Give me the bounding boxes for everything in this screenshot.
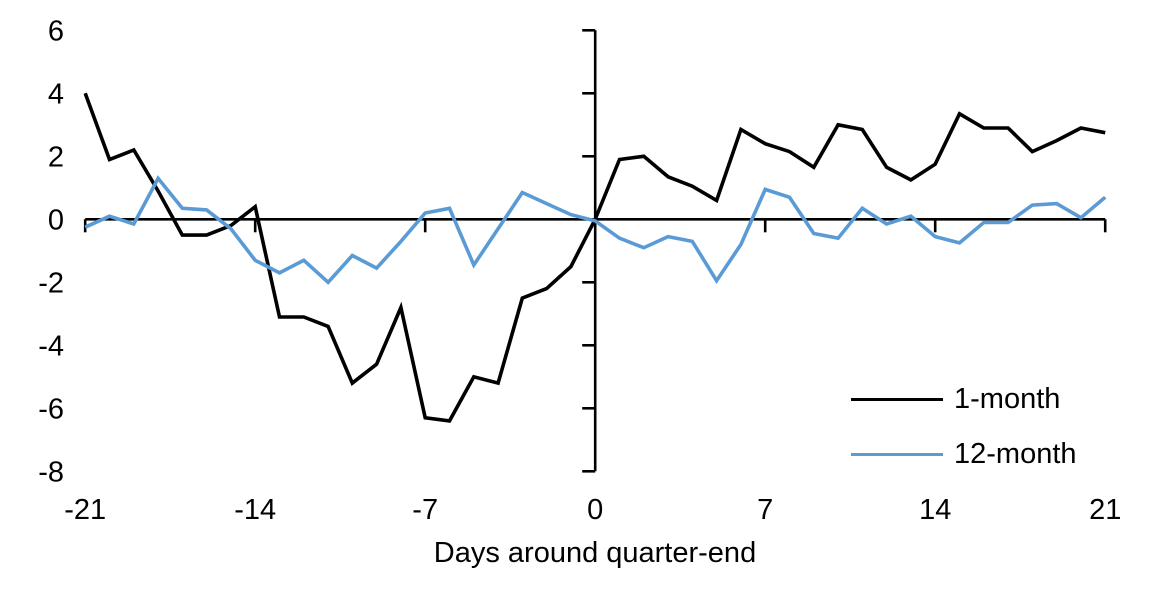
legend-line-sample-12-month	[851, 453, 943, 456]
y-tick-label: 4	[48, 78, 64, 110]
series-line-12-month	[84, 175, 1107, 285]
y-tick-label: 2	[48, 141, 64, 173]
legend-label-12-month: 12-month	[954, 438, 1077, 470]
legend-label-1-month: 1-month	[954, 383, 1061, 415]
x-tick-label: -21	[64, 494, 106, 526]
y-tick-label: -6	[38, 393, 64, 425]
legend-item-1-month: 1-month	[851, 380, 1077, 419]
y-tick-label: -2	[38, 267, 64, 299]
y-tick-label: -4	[38, 330, 64, 362]
x-tick-label: 14	[919, 494, 951, 526]
y-tick-label: 0	[48, 204, 64, 236]
x-tick-label: 21	[1089, 494, 1121, 526]
x-axis-title: Days around quarter-end	[433, 537, 757, 569]
x-tick-label: -7	[412, 494, 438, 526]
y-tick-label: 6	[48, 15, 64, 47]
legend-line-sample-1-month	[851, 398, 943, 401]
x-tick-label: 0	[587, 494, 603, 526]
legend-item-12-month: 12-month	[851, 435, 1077, 474]
x-tick-label: 7	[757, 494, 773, 526]
chart-legend: 1-month 12-month	[851, 380, 1077, 490]
x-tick-label: -14	[234, 494, 276, 526]
y-tick-label: -8	[38, 456, 64, 488]
